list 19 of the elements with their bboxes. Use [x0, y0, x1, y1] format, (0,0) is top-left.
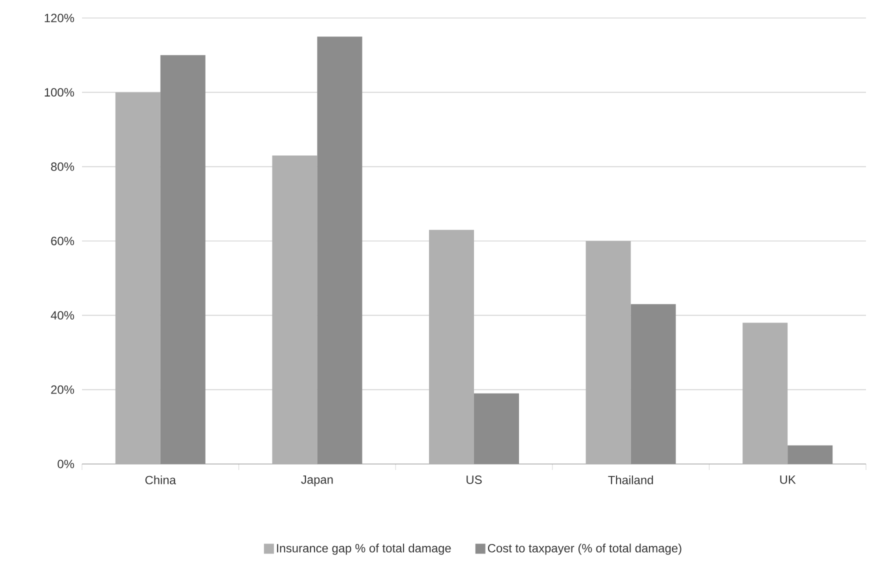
x-tick-label: Thailand: [608, 476, 653, 484]
x-tick-label: US: [466, 476, 482, 484]
y-tick-label: 0%: [58, 460, 74, 468]
x-tick-label: Japan: [301, 476, 333, 486]
bar: [742, 322, 788, 464]
bar: [429, 230, 474, 464]
bar: [272, 156, 318, 464]
x-tick-label: China: [145, 476, 176, 484]
x-tick-label: UK: [780, 476, 796, 484]
y-tick-label: 60%: [51, 236, 74, 246]
y-tick-label: 40%: [50, 311, 74, 320]
y-tick-label: 120%: [44, 14, 74, 22]
y-tick-label: 80%: [51, 162, 74, 171]
legend-label: Insurance gap % of total damage: [277, 544, 451, 555]
legend-label: Cost to taxpayer (% of total damage): [488, 544, 682, 555]
y-tick-label: 20%: [51, 385, 74, 394]
bar: [115, 92, 160, 464]
bar: [586, 240, 631, 464]
y-tick-label: 100%: [44, 88, 74, 97]
